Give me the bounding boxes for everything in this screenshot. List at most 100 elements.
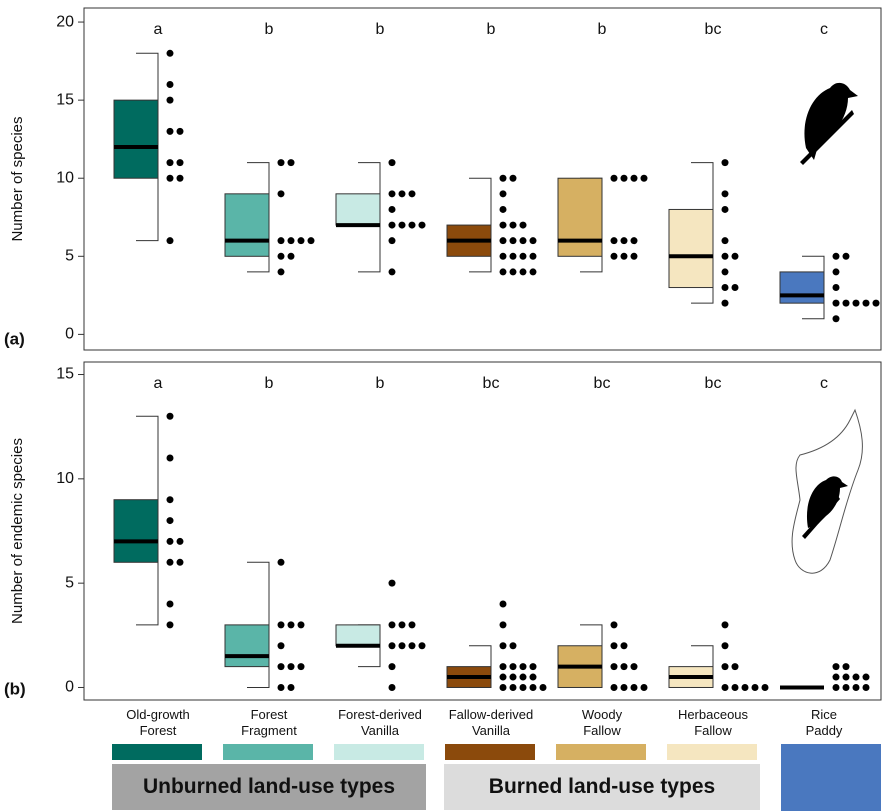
data-point — [621, 175, 628, 182]
data-point — [167, 538, 174, 545]
y-tick-label: 5 — [65, 574, 74, 591]
x-tick-label: Woody Fallow — [547, 707, 657, 739]
panel-label: (b) — [4, 679, 26, 698]
plot-frame — [84, 8, 881, 350]
data-point — [288, 621, 295, 628]
data-point — [722, 159, 729, 166]
data-point — [298, 237, 305, 244]
y-axis-label: Number of species — [9, 116, 26, 241]
data-point — [278, 268, 285, 275]
legend-swatch — [556, 744, 646, 760]
data-point — [611, 642, 618, 649]
data-point — [722, 253, 729, 260]
data-point — [278, 559, 285, 566]
legend-swatch — [112, 744, 202, 760]
data-point — [722, 268, 729, 275]
box — [114, 100, 158, 178]
data-point — [762, 684, 769, 691]
significance-letter: a — [154, 375, 163, 392]
significance-letter: bc — [483, 375, 500, 392]
data-point — [530, 268, 537, 275]
data-point — [722, 300, 729, 307]
data-point — [288, 159, 295, 166]
data-point — [389, 159, 396, 166]
data-point — [732, 684, 739, 691]
significance-letter: b — [376, 375, 385, 392]
data-point — [167, 50, 174, 57]
data-point — [722, 190, 729, 197]
data-point — [167, 559, 174, 566]
plot-frame — [84, 362, 881, 700]
data-point — [278, 663, 285, 670]
data-point — [389, 222, 396, 229]
data-point — [510, 237, 517, 244]
data-point — [399, 621, 406, 628]
data-point — [419, 642, 426, 649]
data-point — [399, 642, 406, 649]
data-point — [167, 237, 174, 244]
y-tick-label: 10 — [56, 470, 74, 487]
data-point — [409, 190, 416, 197]
box — [225, 625, 269, 667]
y-tick-label: 0 — [65, 679, 74, 696]
data-point — [611, 175, 618, 182]
data-point — [177, 559, 184, 566]
data-point — [540, 684, 547, 691]
significance-letter: b — [265, 21, 274, 38]
data-point — [732, 284, 739, 291]
data-point — [722, 621, 729, 628]
data-point — [520, 253, 527, 260]
chart: 05101520Number of species(a)abbbbbcc0510… — [0, 0, 882, 811]
data-point — [419, 222, 426, 229]
data-point — [278, 642, 285, 649]
x-tick-label: Herbaceous Fallow — [658, 707, 768, 739]
data-point — [843, 684, 850, 691]
data-point — [530, 674, 537, 681]
data-point — [621, 663, 628, 670]
data-point — [843, 253, 850, 260]
box — [225, 194, 269, 256]
data-point — [278, 253, 285, 260]
data-point — [742, 684, 749, 691]
data-point — [631, 237, 638, 244]
data-point — [833, 663, 840, 670]
data-point — [500, 253, 507, 260]
significance-letter: b — [598, 21, 607, 38]
legend-swatch — [334, 744, 424, 760]
data-point — [510, 175, 517, 182]
significance-letter: b — [265, 375, 274, 392]
data-point — [853, 684, 860, 691]
data-point — [500, 268, 507, 275]
box — [780, 272, 824, 303]
data-point — [520, 684, 527, 691]
data-point — [520, 237, 527, 244]
data-point — [500, 175, 507, 182]
data-point — [167, 81, 174, 88]
data-point — [520, 663, 527, 670]
y-tick-label: 20 — [56, 13, 74, 30]
data-point — [409, 222, 416, 229]
data-point — [177, 538, 184, 545]
data-point — [641, 684, 648, 691]
significance-letter: a — [154, 21, 163, 38]
significance-letter: b — [487, 21, 496, 38]
data-point — [177, 175, 184, 182]
data-point — [843, 300, 850, 307]
y-tick-label: 5 — [65, 248, 74, 265]
data-point — [500, 674, 507, 681]
y-tick-label: 15 — [56, 366, 74, 383]
data-point — [500, 601, 507, 608]
data-point — [520, 268, 527, 275]
x-tick-label: Rice Paddy — [769, 707, 879, 739]
data-point — [167, 454, 174, 461]
legend-swatch — [223, 744, 313, 760]
data-point — [500, 663, 507, 670]
legend-swatch — [781, 744, 881, 811]
data-point — [722, 642, 729, 649]
legend-swatch — [445, 744, 535, 760]
data-point — [167, 97, 174, 104]
data-point — [278, 190, 285, 197]
data-point — [288, 684, 295, 691]
data-point — [833, 684, 840, 691]
data-point — [631, 663, 638, 670]
